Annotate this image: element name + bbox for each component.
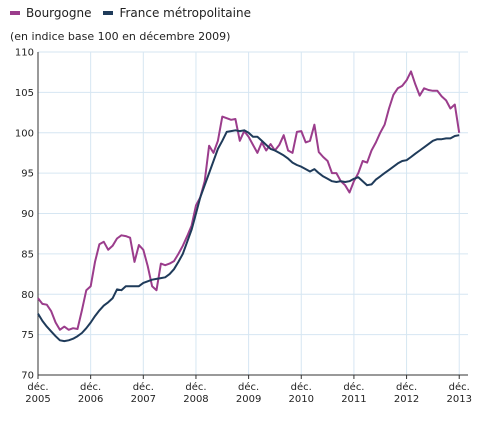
chart-subtitle: (en indice base 100 en décembre 2009) bbox=[10, 30, 231, 43]
y-tick-label: 70 bbox=[21, 371, 34, 382]
y-tick-label: 80 bbox=[21, 290, 34, 301]
legend-item-france: France métropolitaine bbox=[103, 6, 251, 20]
x-tick-label-year: 2010 bbox=[289, 394, 314, 405]
y-tick-label: 100 bbox=[15, 128, 34, 139]
x-tick-label-year: 2012 bbox=[394, 394, 419, 405]
legend-label-bourgogne: Bourgogne bbox=[26, 6, 92, 20]
y-tick-label: 75 bbox=[21, 330, 34, 341]
legend-swatch-france bbox=[103, 11, 114, 15]
x-tick-label-year: 2005 bbox=[25, 394, 50, 405]
x-tick-label-month: déc. bbox=[27, 381, 48, 393]
x-tick-label-month: déc. bbox=[343, 381, 364, 393]
x-tick-label-year: 2009 bbox=[236, 394, 261, 405]
legend-item-bourgogne: Bourgogne bbox=[10, 6, 91, 20]
x-tick-label-year: 2006 bbox=[78, 394, 103, 405]
series-line-bourgogne bbox=[37, 70, 461, 331]
x-tick-label-month: déc. bbox=[185, 381, 206, 393]
x-tick-label-month: déc. bbox=[396, 381, 417, 393]
y-tick-label: 105 bbox=[15, 88, 34, 99]
x-tick-label-month: déc. bbox=[80, 381, 101, 393]
y-tick-label: 110 bbox=[15, 48, 34, 59]
legend: Bourgogne France métropolitaine bbox=[10, 6, 251, 20]
x-tick-label-year: 2008 bbox=[183, 394, 208, 405]
legend-swatch-bourgogne bbox=[10, 11, 20, 15]
x-tick-label-month: déc. bbox=[449, 381, 470, 393]
x-tick-label-month: déc. bbox=[291, 381, 312, 393]
legend-label-france: France métropolitaine bbox=[119, 6, 251, 20]
y-tick-label: 85 bbox=[21, 249, 34, 260]
x-tick-label-year: 2013 bbox=[446, 394, 471, 405]
y-tick-label: 90 bbox=[21, 209, 34, 220]
series-line-france-metropolitaine bbox=[37, 129, 460, 343]
x-tick-label-month: déc. bbox=[238, 381, 259, 393]
x-tick-label-month: déc. bbox=[133, 381, 154, 393]
x-tick-label-year: 2007 bbox=[131, 394, 156, 405]
y-tick-label: 95 bbox=[21, 169, 34, 180]
x-tick-label-year: 2011 bbox=[341, 394, 366, 405]
